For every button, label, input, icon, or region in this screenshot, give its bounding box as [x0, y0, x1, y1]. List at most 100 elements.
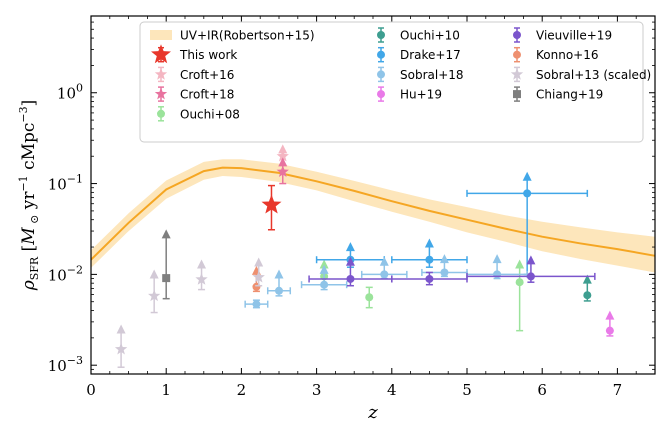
upper-limit-arrow	[605, 310, 615, 320]
legend-entry-drake-17: Drake+17	[377, 46, 461, 63]
upper-limit-arrow	[522, 171, 532, 181]
legend-marker	[513, 31, 521, 39]
y-tick-label: 10−3	[48, 354, 83, 375]
legend-marker	[154, 67, 168, 80]
series-sobral-18	[244, 254, 528, 309]
data-point	[276, 149, 289, 162]
legend-label: UV+IR(Robertson+15)	[180, 29, 315, 43]
data-point	[252, 270, 265, 283]
legend-label: Vieuville+19	[536, 29, 612, 43]
upper-limit-arrow	[274, 269, 284, 279]
upper-limit-arrow	[116, 324, 126, 334]
upper-limit-arrow	[254, 257, 264, 267]
upper-limit-arrow	[149, 269, 159, 279]
legend-label: Sobral+13 (scaled)	[536, 68, 651, 82]
series-ouchi-10	[582, 274, 592, 302]
series-sobral-13-scaled	[114, 257, 265, 368]
data-point	[515, 278, 524, 287]
series-chiang-19	[161, 229, 171, 300]
upper-limit-arrow	[197, 259, 207, 269]
data-point	[605, 326, 614, 335]
legend-entry-croft-18: Croft+18	[154, 86, 234, 102]
band-layer	[90, 159, 656, 273]
legend-label: Konno+16	[536, 48, 599, 62]
data-point	[276, 165, 289, 177]
series-vieuville-19	[308, 255, 596, 287]
data-point	[195, 272, 208, 285]
legend-marker	[151, 44, 171, 64]
data-point	[252, 300, 261, 309]
data-point	[365, 293, 374, 302]
x-tick-label: 3	[312, 381, 322, 399]
upper-limit-arrow	[526, 255, 536, 265]
legend-entry-this-work: This work	[151, 44, 237, 64]
model-band	[91, 159, 655, 273]
legend-entry-chiang-19: Chiang+19	[513, 86, 603, 102]
data-point	[346, 274, 355, 283]
legend-marker	[510, 67, 524, 80]
legend-marker	[377, 31, 385, 39]
y-tick-label: 100	[57, 82, 83, 103]
x-tick-label: 5	[462, 381, 472, 399]
series-croft-18	[276, 157, 289, 185]
legend-label: Chiang+19	[536, 88, 603, 102]
upper-limit-arrow	[515, 259, 525, 269]
legend-label: Ouchi+10	[400, 29, 460, 43]
upper-limit-arrow	[278, 144, 288, 154]
model-curve	[90, 166, 656, 261]
upper-limit-arrow	[582, 274, 592, 284]
legend-marker	[157, 109, 165, 118]
legend-entry-croft-16: Croft+16	[154, 66, 234, 83]
legend-label: Sobral+18	[400, 68, 464, 82]
series-hu-19	[605, 310, 615, 337]
legend-marker	[377, 50, 385, 59]
points-layer	[114, 144, 615, 368]
ticks-layer: 0 1 2 3 4 5 6 7 10−3 10−2 10−1 100	[48, 16, 656, 399]
x-tick-label: 2	[237, 381, 247, 399]
legend-marker	[513, 90, 521, 99]
data-point	[261, 194, 282, 214]
legend-entry-hu-19: Hu+19	[377, 86, 442, 102]
upper-limit-arrow	[345, 242, 355, 252]
data-point	[380, 270, 389, 279]
upper-limit-arrow	[319, 264, 329, 274]
legend-entry-ouchi-08: Ouchi+08	[157, 106, 240, 122]
legend: UV+IR(Robertson+15) This work Croft+16 Crof…	[139, 21, 651, 143]
upper-limit-arrow	[439, 254, 449, 264]
legend-swatch-band	[150, 30, 172, 40]
legend-marker	[513, 50, 521, 59]
legend-entry-ouchi-10: Ouchi+10	[377, 27, 460, 43]
legend-label: Hu+19	[400, 88, 442, 102]
legend-label: Croft+16	[180, 68, 234, 82]
data-point	[440, 268, 449, 277]
x-tick-label: 1	[161, 381, 171, 399]
legend-entry-sobral-18: Sobral+18	[377, 66, 464, 83]
upper-limit-arrow	[492, 254, 502, 264]
data-point	[114, 342, 128, 355]
series-this-work	[261, 184, 282, 231]
legend-label: Croft+18	[180, 88, 234, 102]
x-tick-label: 4	[387, 381, 397, 399]
legend-marker	[377, 70, 385, 79]
y-tick-label: 10−2	[48, 263, 83, 284]
data-point	[583, 291, 592, 300]
data-point	[320, 280, 329, 289]
data-point	[523, 189, 532, 198]
data-point	[425, 255, 434, 264]
upper-limit-arrow	[345, 256, 355, 266]
legend-entry-vieuville-19: Vieuville+19	[513, 27, 612, 43]
upper-limit-arrow	[379, 256, 389, 266]
x-tick-label: 7	[613, 381, 623, 399]
legend-entry-uv-ir-robertson-15: UV+IR(Robertson+15)	[150, 29, 315, 43]
series-drake-17	[315, 171, 589, 276]
upper-limit-arrow	[319, 259, 329, 269]
legend-marker	[377, 90, 385, 99]
legend-entry-sobral-13-scaled: Sobral+13 (scaled)	[510, 66, 651, 83]
upper-limit-arrow	[278, 157, 288, 167]
data-point	[425, 274, 434, 283]
upper-limit-arrow	[424, 238, 434, 248]
legend-marker	[154, 87, 168, 100]
legend-entry-konno-16: Konno+16	[513, 46, 599, 63]
legend-label: Drake+17	[400, 48, 461, 62]
